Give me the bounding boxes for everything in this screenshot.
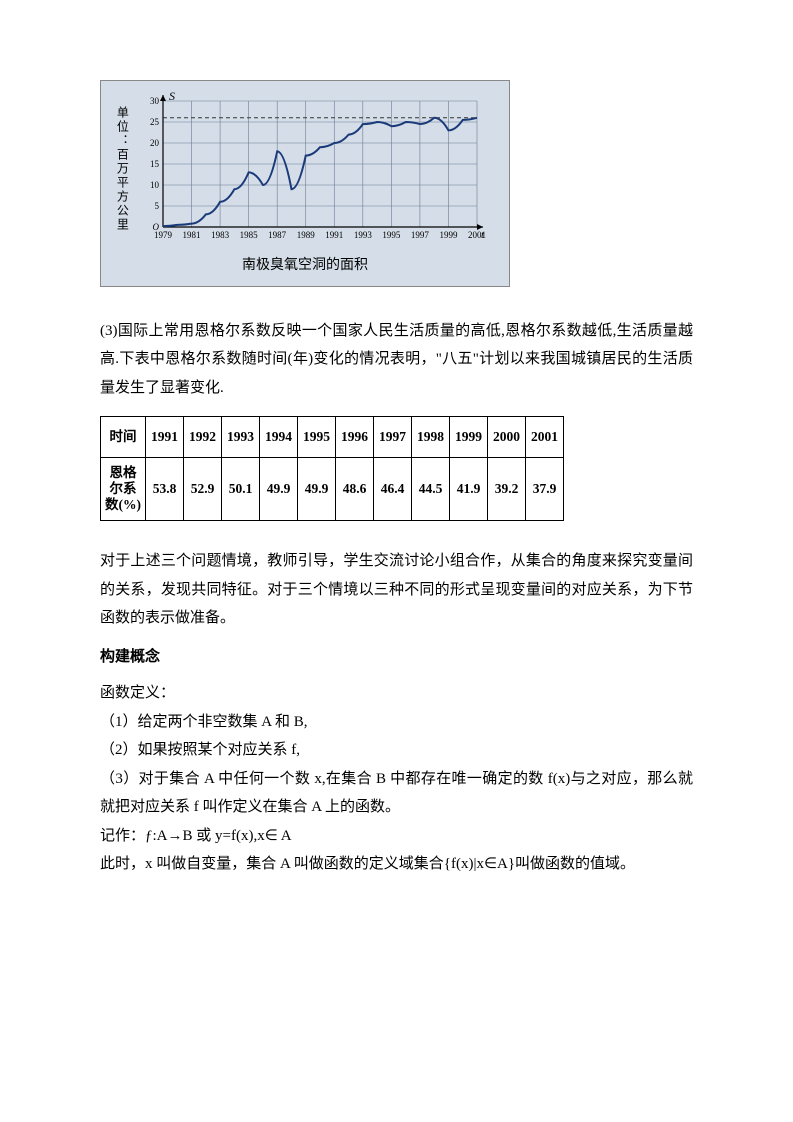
notation-line: 记作：ƒ:A→B 或 y=f(x),x∈ A (100, 822, 693, 851)
value-cell: 46.4 (374, 457, 412, 521)
def-label: 函数定义： (100, 679, 693, 708)
year-cell: 2000 (488, 417, 526, 458)
svg-text:1991: 1991 (325, 230, 343, 240)
value-cell: 44.5 (412, 457, 450, 521)
value-cell: 49.9 (260, 457, 298, 521)
svg-text:1981: 1981 (183, 230, 201, 240)
value-cell: 39.2 (488, 457, 526, 521)
svg-text:10: 10 (150, 180, 160, 190)
table-row1-label: 时间 (101, 417, 146, 458)
year-cell: 2001 (526, 417, 564, 458)
svg-text:15: 15 (150, 159, 160, 169)
engel-table: 时间19911992199319941995199619971998199920… (100, 416, 564, 521)
chart-box: 单位：百万平方公里 O51015202530197919811983198519… (100, 80, 510, 287)
y-unit-label: 单位：百万平方公里 (111, 89, 133, 249)
value-cell: 41.9 (450, 457, 488, 521)
svg-text:30: 30 (150, 96, 160, 106)
discussion-text: 对于上述三个问题情境，教师引导，学生交流讨论小组合作，从集合的角度来探究变量间的… (100, 547, 693, 633)
value-cell: 50.1 (222, 457, 260, 521)
value-cell: 52.9 (184, 457, 222, 521)
year-cell: 1991 (146, 417, 184, 458)
year-cell: 1998 (412, 417, 450, 458)
svg-text:20: 20 (150, 138, 160, 148)
year-cell: 1993 (222, 417, 260, 458)
svg-text:1995: 1995 (382, 230, 401, 240)
value-cell: 37.9 (526, 457, 564, 521)
chart-title: 南极臭氧空洞的面积 (111, 249, 499, 280)
year-cell: 1999 (450, 417, 488, 458)
svg-text:S: S (169, 89, 175, 103)
svg-text:1979: 1979 (154, 230, 173, 240)
def-item-3: （3）对于集合 A 中任何一个数 x,在集合 B 中都存在唯一确定的数 f(x)… (100, 765, 693, 822)
svg-text:5: 5 (155, 201, 160, 211)
svg-text:1999: 1999 (439, 230, 458, 240)
svg-text:1993: 1993 (354, 230, 373, 240)
year-cell: 1995 (298, 417, 336, 458)
closing-text: 此时，x 叫做自变量，集合 A 叫做函数的定义域集合{f(x)|x∈A}叫做函数… (100, 850, 693, 879)
value-cell: 49.9 (298, 457, 336, 521)
year-cell: 1997 (374, 417, 412, 458)
ozone-chart: O510152025301979198119831985198719891991… (133, 89, 499, 249)
svg-text:1997: 1997 (411, 230, 430, 240)
table-row2-label: 恩格尔系数(%) (101, 457, 146, 521)
svg-text:1985: 1985 (240, 230, 258, 240)
year-cell: 1992 (184, 417, 222, 458)
value-cell: 48.6 (336, 457, 374, 521)
def-item-2: （2）如果按照某个对应关系 f, (100, 736, 693, 765)
section-title: 构建概念 (100, 643, 693, 672)
svg-text:1983: 1983 (211, 230, 230, 240)
year-cell: 1994 (260, 417, 298, 458)
year-cell: 1996 (336, 417, 374, 458)
svg-text:1987: 1987 (268, 230, 287, 240)
ozone-chart-figure: 单位：百万平方公里 O51015202530197919811983198519… (100, 80, 693, 287)
def-item-1: （1）给定两个非空数集 A 和 B, (100, 708, 693, 737)
svg-text:25: 25 (150, 117, 160, 127)
problem-3-intro: (3)国际上常用恩格尔系数反映一个国家人民生活质量的高低,恩格尔系数越低,生活质… (100, 317, 693, 403)
svg-text:1989: 1989 (297, 230, 316, 240)
value-cell: 53.8 (146, 457, 184, 521)
